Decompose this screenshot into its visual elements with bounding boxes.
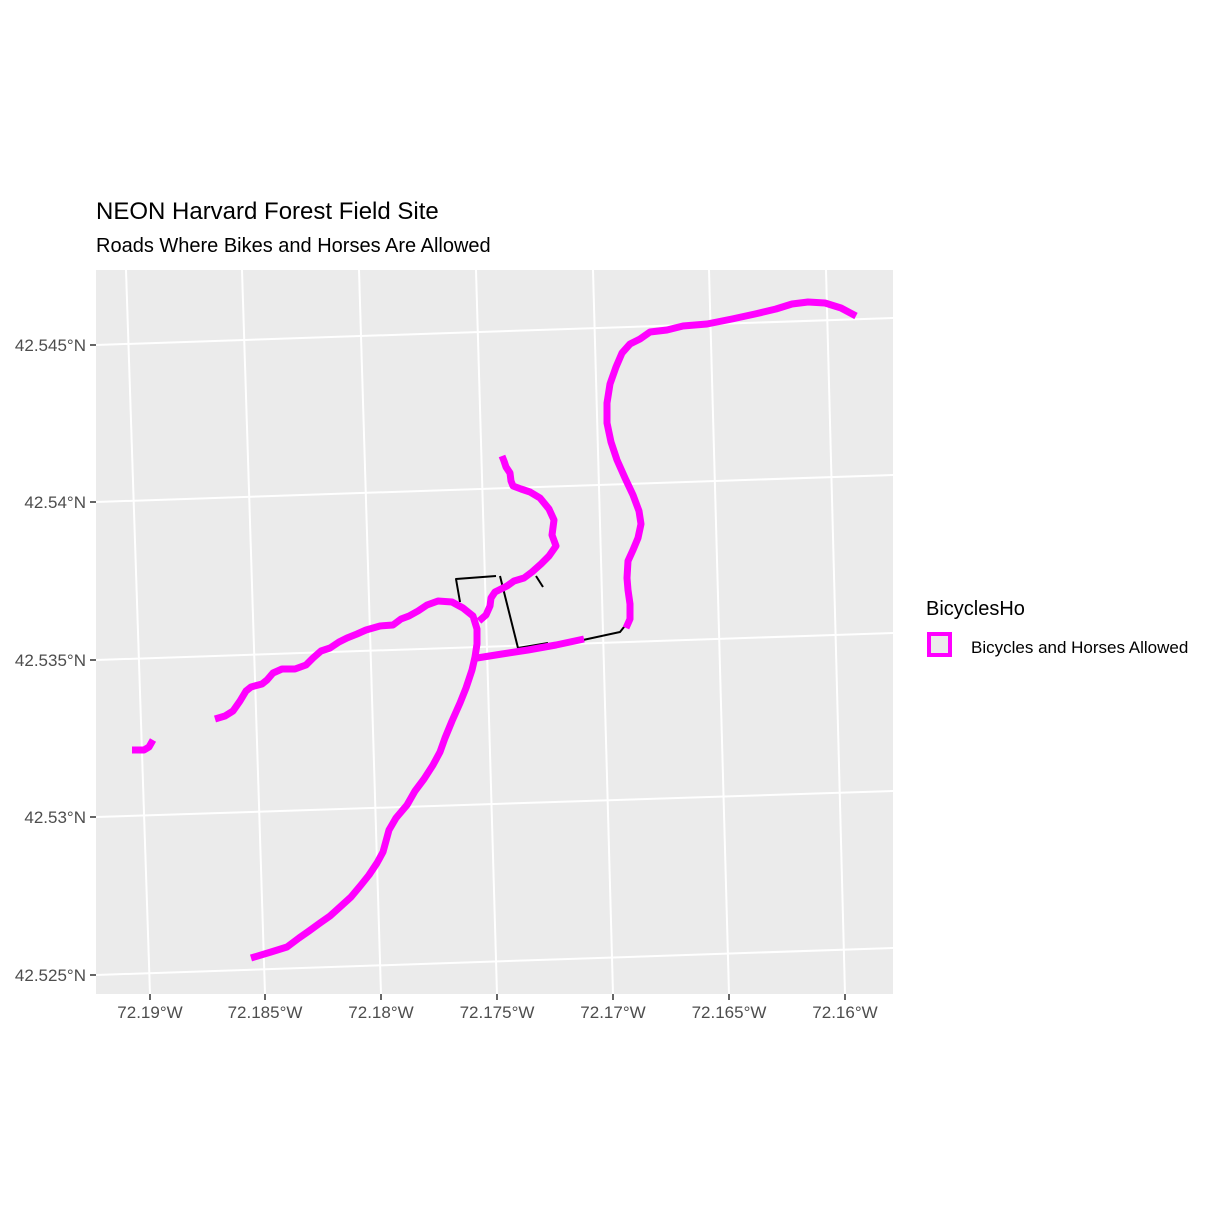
lon-tick-label: 72.19°W <box>117 1003 182 1022</box>
lon-tick-label: 72.16°W <box>812 1003 877 1022</box>
lat-tick-label: 42.525°N <box>15 966 86 985</box>
road-segment <box>455 575 497 603</box>
lon-gridline <box>475 270 498 994</box>
legend-title: BicyclesHo <box>926 598 1025 620</box>
road-segment <box>213 597 481 962</box>
lat-gridline <box>96 474 893 503</box>
road-segment <box>476 454 560 624</box>
lat-axis <box>90 344 96 976</box>
lon-gridline <box>125 270 151 994</box>
road-segment <box>603 298 858 630</box>
lat-tick-label: 42.545°N <box>15 336 86 355</box>
bike-horse-roads <box>132 298 858 962</box>
lon-tick-label: 72.175°W <box>460 1003 535 1022</box>
graticule <box>96 270 893 994</box>
lat-gridline <box>96 317 893 346</box>
lon-tick-label: 72.165°W <box>692 1003 767 1022</box>
lon-gridline <box>825 270 846 994</box>
lat-tick-label: 42.535°N <box>15 651 86 670</box>
lon-gridline <box>241 270 266 994</box>
legend-label: Bicycles and Horses Allowed <box>971 638 1189 657</box>
legend-key <box>927 632 952 657</box>
lat-tick-label: 42.54°N <box>24 493 86 512</box>
lat-gridline <box>96 947 893 976</box>
lon-tick-label: 72.17°W <box>580 1003 645 1022</box>
lon-gridline <box>708 270 730 994</box>
lat-tick-labels: 42.545°N 42.54°N 42.535°N 42.53°N 42.525… <box>15 336 86 985</box>
road-segment <box>476 635 585 662</box>
road-segment <box>535 575 544 588</box>
map-title: NEON Harvard Forest Field Site <box>96 198 439 225</box>
lon-tick-label: 72.18°W <box>348 1003 413 1022</box>
road-segment <box>132 738 157 754</box>
lon-gridline <box>592 270 614 994</box>
lat-gridline <box>96 790 893 818</box>
lon-tick-label: 72.185°W <box>228 1003 303 1022</box>
lon-axis <box>149 994 846 1000</box>
lat-gridline <box>96 632 893 661</box>
lat-tick-label: 42.53°N <box>24 808 86 827</box>
map-subtitle: Roads Where Bikes and Horses Are Allowed <box>96 235 491 257</box>
lon-tick-labels: 72.19°W 72.185°W 72.18°W 72.175°W 72.17°… <box>117 1003 877 1022</box>
